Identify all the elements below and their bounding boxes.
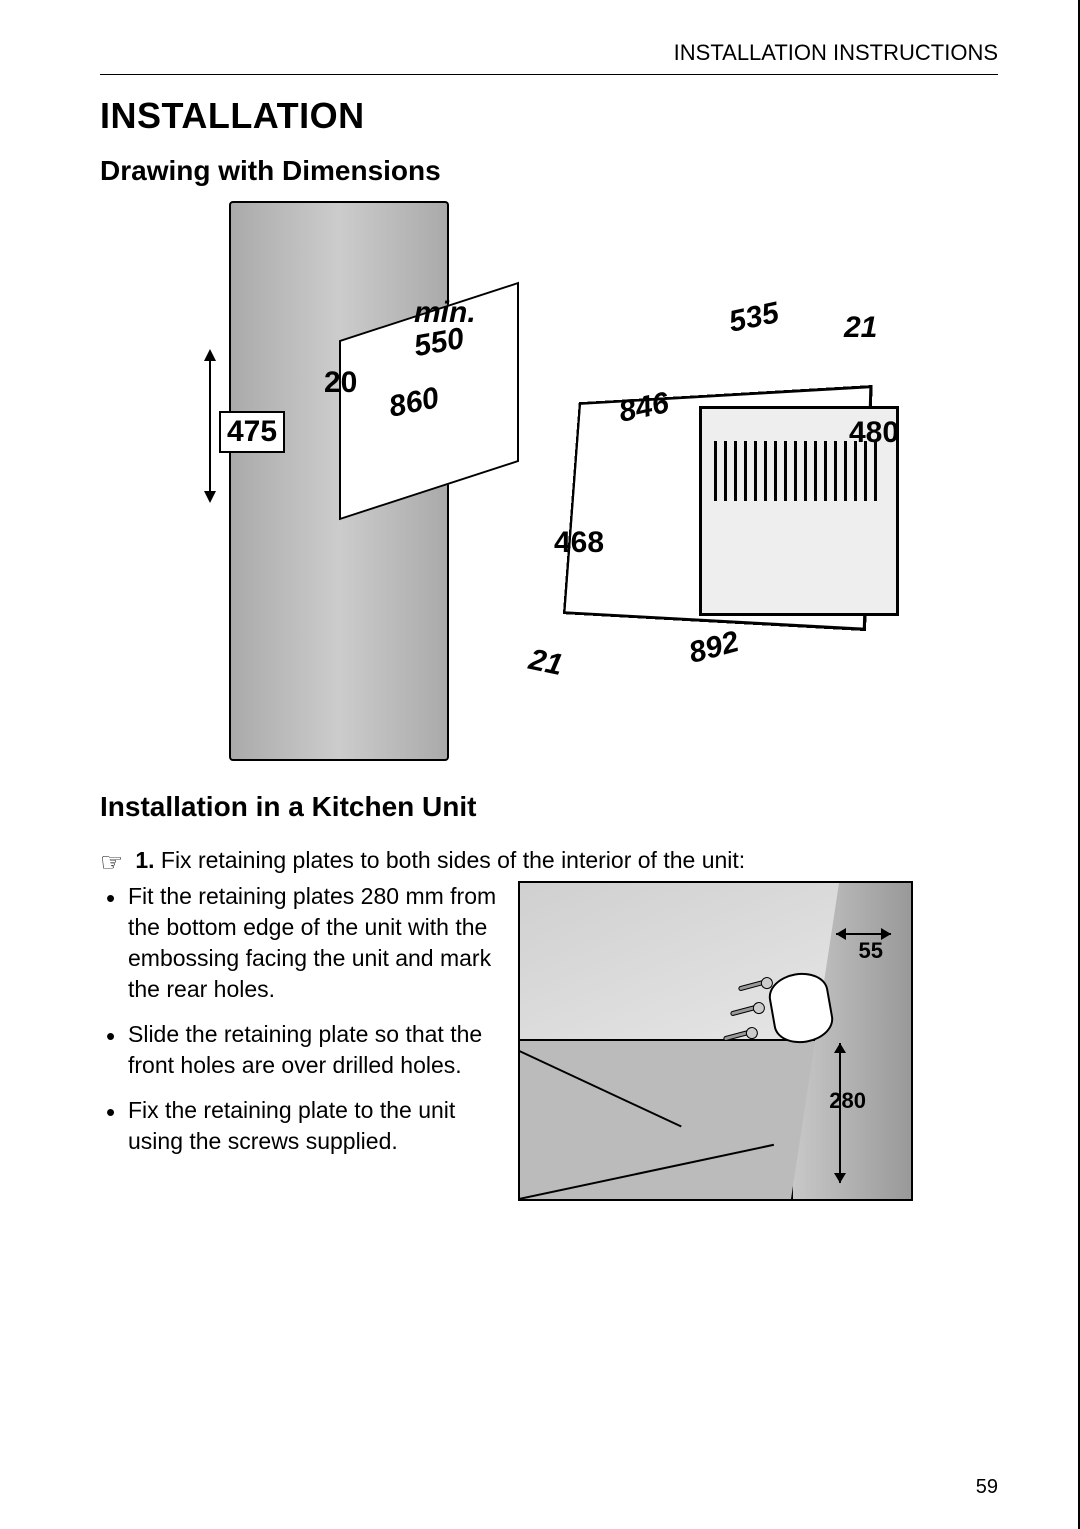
step-number: 1. bbox=[135, 847, 154, 873]
dim-arrow-475 bbox=[209, 351, 211, 501]
page-number: 59 bbox=[976, 1476, 998, 1499]
dim-535: 535 bbox=[726, 296, 782, 340]
step-1-line: ☞ 1. Fix retaining plates to both sides … bbox=[100, 847, 998, 875]
subtitle-kitchen-unit: Installation in a Kitchen Unit bbox=[100, 791, 998, 823]
dim-21a: 21 bbox=[844, 311, 877, 345]
dim-55: 55 bbox=[859, 938, 883, 964]
bullet-item: Slide the retaining plate so that the fr… bbox=[128, 1019, 500, 1081]
oven-shape bbox=[519, 371, 899, 651]
dim-280: 280 bbox=[829, 1088, 866, 1114]
dim-480: 480 bbox=[849, 416, 899, 450]
dim-20: 20 bbox=[324, 366, 357, 400]
retaining-plate-diagram: 55 280 bbox=[518, 881, 913, 1201]
subtitle-dimensions: Drawing with Dimensions bbox=[100, 155, 998, 187]
dim-arrow-55 bbox=[836, 933, 891, 935]
dimensions-diagram: min. 550 20 860 475 535 21 846 480 468 2… bbox=[169, 201, 929, 771]
dim-468: 468 bbox=[554, 526, 604, 560]
page-title: INSTALLATION bbox=[100, 95, 998, 137]
dim-475: 475 bbox=[219, 411, 285, 453]
header-rule bbox=[100, 74, 998, 75]
bullet-item: Fix the retaining plate to the unit usin… bbox=[128, 1095, 500, 1157]
header-label: INSTALLATION INSTRUCTIONS bbox=[100, 40, 998, 66]
bullet-item: Fit the retaining plates 280 mm from the… bbox=[128, 881, 500, 1005]
step-bullets: Fit the retaining plates 280 mm from the… bbox=[100, 881, 500, 1171]
dim-21b: 21 bbox=[526, 643, 566, 683]
pointing-hand-icon: ☞ bbox=[100, 849, 123, 875]
step-text: Fix retaining plates to both sides of th… bbox=[161, 847, 745, 873]
